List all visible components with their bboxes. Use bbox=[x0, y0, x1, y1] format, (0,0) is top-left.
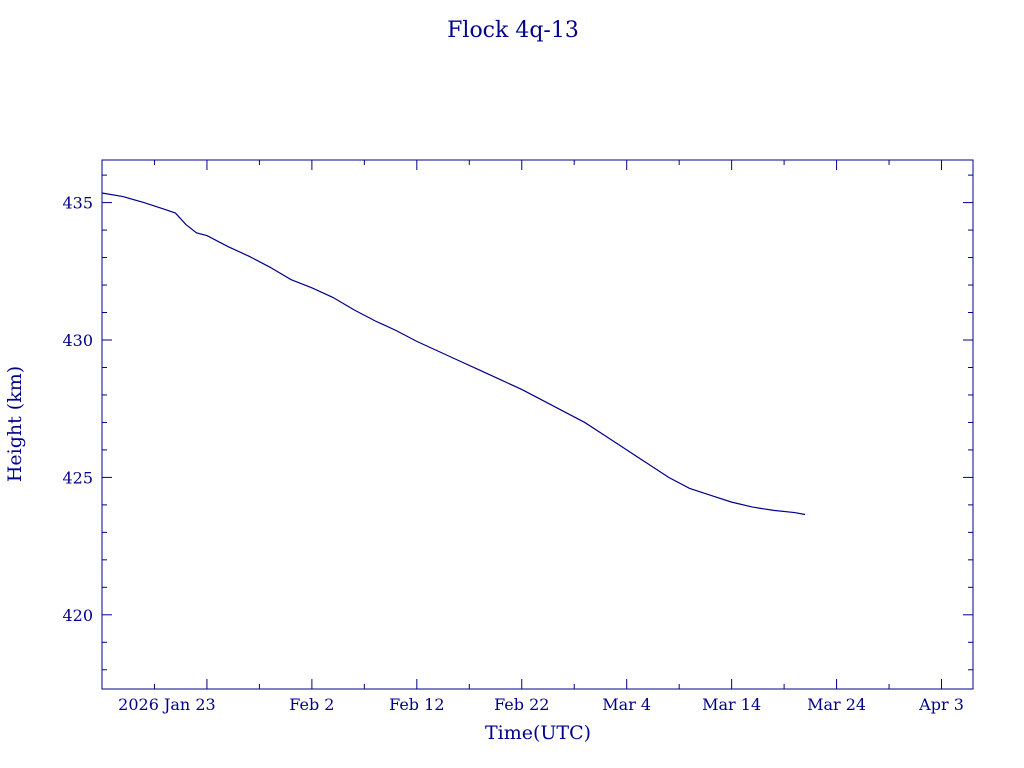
y-tick-label: 420 bbox=[62, 606, 93, 625]
x-axis-ticks bbox=[101, 160, 943, 689]
x-tick-label: Feb 22 bbox=[494, 695, 549, 714]
chart-title: Flock 4q-13 bbox=[447, 18, 579, 43]
y-axis-tick-labels: 420 425 430 435 bbox=[62, 194, 93, 625]
x-tick-label: 2026 Jan 23 bbox=[118, 695, 216, 714]
y-axis-label: Height (km) bbox=[4, 366, 26, 482]
x-tick-label: Feb 12 bbox=[389, 695, 444, 714]
x-tick-label: Mar 24 bbox=[807, 695, 866, 714]
x-tick-label: Mar 4 bbox=[602, 695, 651, 714]
y-tick-label: 430 bbox=[62, 331, 93, 350]
plot-frame bbox=[101, 159, 974, 690]
x-tick-label: Feb 2 bbox=[289, 695, 334, 714]
y-tick-label: 425 bbox=[62, 468, 93, 487]
y-axis-ticks bbox=[102, 174, 973, 671]
y-tick-label: 435 bbox=[62, 194, 93, 213]
x-tick-label: Apr 3 bbox=[918, 695, 964, 714]
height-series-line bbox=[101, 192, 806, 516]
x-axis-label: Time(UTC) bbox=[485, 722, 591, 744]
x-axis-tick-labels: 2026 Jan 23 Feb 2 Feb 12 Feb 22 Mar 4 Mar 14 M… bbox=[118, 695, 964, 714]
x-tick-label: Mar 14 bbox=[702, 695, 761, 714]
